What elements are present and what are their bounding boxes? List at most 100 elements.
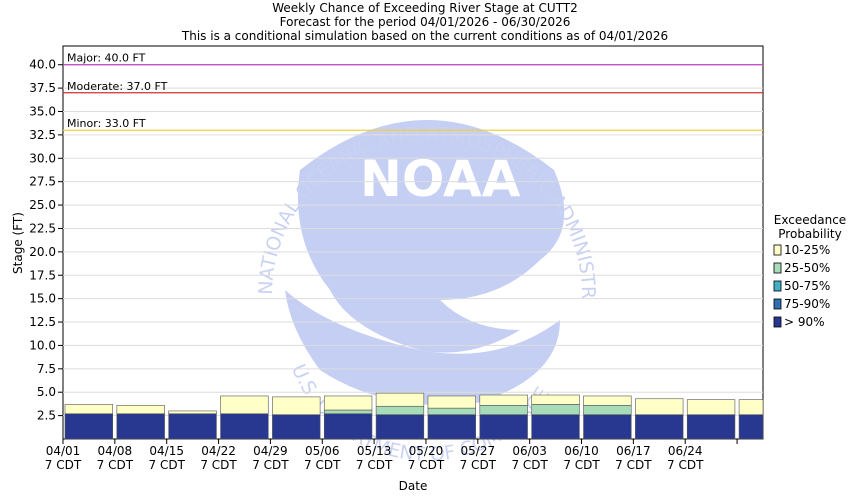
y-tick-label: 5.0: [37, 385, 56, 399]
x-tick-label: 06/24: [668, 444, 703, 458]
x-tick-label: 05/13: [357, 444, 392, 458]
legend-title-line1: Exceedance: [774, 213, 846, 227]
x-tick-label: 06/17: [616, 444, 651, 458]
x-tick-label: 05/27: [461, 444, 496, 458]
x-tick-label: 04/29: [253, 444, 288, 458]
legend-swatch: [773, 316, 782, 328]
y-tick-label: 40.0: [29, 58, 56, 72]
y-tick-label: 35.0: [29, 105, 56, 119]
x-tick-sublabel: 7 CDT: [460, 458, 497, 472]
x-tick-sublabel: 7 CDT: [45, 458, 82, 472]
chart-subtitle: Forecast for the period 04/01/2026 - 06/…: [280, 15, 571, 29]
bar-segment: [168, 410, 217, 415]
x-tick-sublabel: 7 CDT: [252, 458, 289, 472]
x-tick-sublabel: 7 CDT: [615, 458, 652, 472]
bars: [64, 392, 764, 440]
bar-segment: [375, 392, 425, 407]
bar-segment: [427, 395, 476, 409]
legend-label: 25-50%: [784, 261, 830, 275]
y-axis: 2.5 5.0 7.5 10.0 12.5 15.0 17.5 20.0 22.5 25.0 27.…: [29, 58, 63, 423]
legend-title-line2: Probability: [778, 227, 841, 241]
threshold-label: Moderate: 37.0 FT: [67, 80, 168, 93]
x-tick-sublabel: 7 CDT: [667, 458, 704, 472]
x-tick-label: 06/03: [512, 444, 547, 458]
y-tick-label: 27.5: [29, 175, 56, 189]
legend: Exceedance Probability 10-25% 25-50% 50-75…: [773, 213, 846, 329]
bar-segment: [323, 409, 373, 415]
y-tick-label: 22.5: [29, 221, 56, 235]
x-tick-label: 04/08: [98, 444, 133, 458]
x-tick-sublabel: 7 CDT: [511, 458, 548, 472]
bar-segment: [635, 398, 684, 415]
bar-segment: [220, 395, 269, 415]
bar-segment: [168, 413, 217, 440]
y-axis-label: Stage (FT): [11, 212, 25, 274]
bar-segment: [531, 414, 580, 440]
y-tick-label: 37.5: [29, 81, 56, 95]
y-tick-label: 20.0: [29, 245, 56, 259]
x-tick-label: 05/20: [409, 444, 444, 458]
bar-segment: [531, 404, 580, 415]
y-tick-label: 17.5: [29, 268, 56, 282]
bar-segment: [531, 394, 580, 405]
bar-segment: [686, 399, 736, 415]
bar-segment: [583, 405, 632, 415]
bar-segment: [323, 413, 373, 440]
x-tick-sublabel: 7 CDT: [563, 458, 600, 472]
x-tick-sublabel: 7 CDT: [149, 458, 186, 472]
bar-segment: [116, 413, 165, 440]
legend-label: > 90%: [784, 315, 825, 329]
x-tick-sublabel: 7 CDT: [408, 458, 445, 472]
bar-segment: [116, 405, 165, 415]
x-tick-sublabel: 7 CDT: [356, 458, 393, 472]
x-tick-label: 04/01: [46, 444, 81, 458]
y-tick-label: 10.0: [29, 338, 56, 352]
legend-swatch: [773, 280, 782, 292]
threshold-label: Major: 40.0 FT: [67, 52, 146, 65]
bar-segment: [738, 414, 764, 440]
x-tick-label: 06/10: [564, 444, 599, 458]
legend-swatch: [773, 298, 782, 310]
bar-segment: [375, 414, 425, 440]
y-tick-label: 25.0: [29, 198, 56, 212]
y-tick-label: 2.5: [37, 409, 56, 423]
y-tick-label: 32.5: [29, 128, 56, 142]
bar-segment: [323, 395, 373, 411]
bar-segment: [583, 414, 632, 440]
y-tick-label: 15.0: [29, 292, 56, 306]
bar-segment: [427, 407, 476, 415]
y-tick-label: 7.5: [37, 362, 56, 376]
bar-segment: [479, 414, 528, 440]
y-tick-label: 12.5: [29, 315, 56, 329]
legend-swatch: [773, 262, 782, 274]
legend-label: 50-75%: [784, 279, 830, 293]
chart-subtitle-2: This is a conditional simulation based o…: [181, 29, 668, 43]
bar-segment: [738, 399, 764, 415]
chart-title: Weekly Chance of Exceeding River Stage a…: [272, 1, 578, 15]
bar-segment: [272, 414, 321, 440]
legend-label: 10-25%: [784, 243, 830, 257]
bar-segment: [479, 405, 528, 415]
bar-segment: [272, 396, 321, 415]
legend-label: 75-90%: [784, 297, 830, 311]
x-tick-label: 05/06: [305, 444, 340, 458]
threshold-label: Minor: 33.0 FT: [67, 117, 146, 130]
bar-segment: [64, 404, 114, 415]
bar-segment: [479, 394, 528, 406]
watermark-center-text: NOAA: [360, 150, 521, 208]
bar-segment: [583, 395, 632, 406]
bar-segment: [635, 414, 684, 440]
x-tick-sublabel: 7 CDT: [200, 458, 237, 472]
y-tick-label: 30.0: [29, 151, 56, 165]
bar-segment: [427, 414, 476, 440]
x-tick-sublabel: 7 CDT: [97, 458, 134, 472]
bar-segment: [375, 405, 425, 415]
legend-swatch: [773, 244, 782, 256]
bar-segment: [64, 413, 114, 440]
x-tick-sublabel: 7 CDT: [304, 458, 341, 472]
x-tick-label: 04/22: [201, 444, 236, 458]
x-axis-label: Date: [399, 479, 428, 493]
bar-segment: [686, 414, 736, 440]
